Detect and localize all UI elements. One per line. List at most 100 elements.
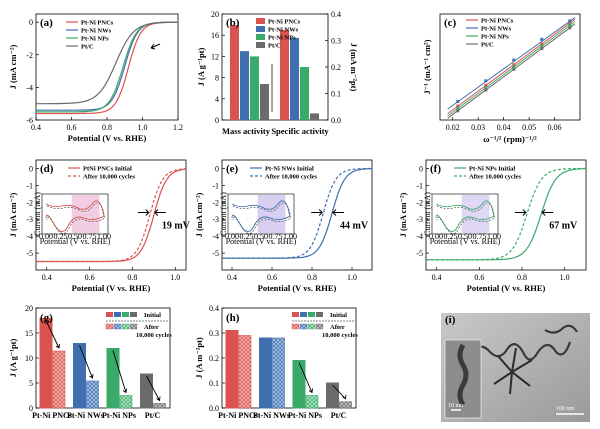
category-label-h: Pt-Ni PNCs: [218, 411, 258, 420]
legend-swatch-initial-g: [130, 312, 137, 317]
inset-tick-e: 0.25: [240, 232, 254, 241]
data-point-c-3: [512, 67, 516, 71]
inset-tick-e: 0.75: [269, 232, 283, 241]
inset-ylabel-d: Current (mA): [33, 192, 42, 236]
legend-label-after-h: After: [330, 324, 345, 331]
y-tick-label-e: -3: [212, 215, 219, 224]
legend-label-initial-h: Initial: [330, 312, 347, 319]
y-tick-label-a: 0: [29, 18, 33, 27]
x-tick-label-a: 0.4: [31, 123, 41, 132]
bar-initial-h-1: [259, 337, 272, 409]
y-tick-label-g: 5: [29, 379, 33, 388]
legend-label-f: Pt-Ni NPs Initial: [469, 166, 515, 173]
y-tick-label-f: -4: [416, 232, 423, 241]
x-tick-label-d: 0.6: [85, 273, 95, 282]
x-axis-label-e: Potential (V vs. RHE): [258, 283, 337, 293]
data-point-c-1: [456, 100, 460, 104]
decay-arrow-g-1: [79, 345, 94, 379]
inset-tick-e: 0.50: [254, 232, 268, 241]
y-tick-label-f: -1: [416, 181, 423, 190]
inset-xlabel-d: Potential (V vs. RHE): [40, 237, 111, 246]
legend-label-e: After 10,000 cycles: [265, 174, 318, 181]
plot-frame-c: [439, 13, 581, 121]
category-label-h: Pt-Ni NPs: [288, 411, 322, 420]
legend-label-c: Pt-Ni PNCs: [481, 18, 514, 25]
bar-after-g-2: [119, 395, 133, 409]
bar-specific-activity-0: [280, 29, 289, 120]
bar-initial-h-0: [225, 330, 239, 409]
y2-tick-label-b: 0.2: [331, 63, 341, 72]
legend-label-a: Pt/C: [81, 44, 94, 51]
legend-label-d: After 10,000 cycles: [83, 174, 136, 181]
legend-swatch-initial-g: [122, 312, 129, 317]
x-tick-label-c: 0.02: [446, 123, 460, 132]
y-tick-label-f: 0: [419, 164, 423, 173]
y-tick-label-b: 12: [211, 52, 219, 61]
y-axis-label-c: J⁻¹ (mA⁻¹ cm²): [422, 39, 432, 94]
x-tick-label-f: 0.4: [432, 273, 442, 282]
y-tick-label-f: -5: [416, 249, 423, 258]
y-tick-label-a: -2: [26, 51, 33, 60]
inset-ylabel-f: Current (mA): [423, 192, 432, 236]
legend-label-c: Pt/C: [481, 42, 494, 49]
y-tick-label-e: -2: [212, 198, 219, 207]
plot-frame-f: [425, 159, 587, 271]
y-axis-label-e: J (mA cm⁻²): [194, 192, 204, 237]
x-tick-label-c: 0.04: [497, 123, 511, 132]
arrow-a: [150, 43, 161, 50]
y-tick-label-d: -4: [26, 232, 33, 241]
y-tick-label-e: -4: [212, 232, 219, 241]
inset-tick-f: 0.25: [444, 232, 458, 241]
category-label-h: Pt/C: [331, 411, 347, 420]
bar-initial-g-3: [140, 373, 153, 409]
x-tick-label-c: 0.05: [522, 123, 536, 132]
bar-after-g-1: [86, 380, 99, 409]
inset-tick-e: 1.00: [283, 232, 297, 241]
bar-initial-h-3: [326, 382, 339, 409]
legend-swatch-initial-h: [316, 312, 323, 317]
data-point-c-0: [512, 63, 516, 67]
category-label-g: Pt-Ni NWs: [67, 411, 104, 420]
y-tick-label-e: 0: [215, 164, 219, 173]
y-tick-label-h: 0.1: [209, 379, 219, 388]
panel-label-h: (h): [226, 312, 240, 324]
shift-arrow-right-e: [332, 209, 344, 216]
legend-swatch-initial-h: [300, 312, 307, 317]
inset-cv-initial-d: [45, 200, 105, 232]
inset-cv-initial-e: [231, 200, 291, 232]
y-tick-label-e: -5: [212, 249, 219, 258]
inset-cv-after-e: [232, 202, 292, 234]
data-point-c-3: [484, 88, 488, 92]
decay-arrow-h-3: [332, 384, 347, 400]
inset-xlabel-f: Potential (V vs. RHE): [430, 237, 501, 246]
shift-arrow-left-f: [514, 209, 527, 216]
x-tick-label-f: 0.6: [474, 273, 484, 282]
y-tick-label-b: 16: [211, 31, 219, 40]
bar-mass-activity-0: [230, 25, 239, 121]
tem-inset-wire: [457, 343, 469, 407]
data-point-c-2: [512, 65, 516, 69]
panel-label-c: (c): [444, 17, 457, 29]
legend-swatch-initial-g: [114, 312, 121, 317]
panel-label-g: (g): [40, 312, 53, 324]
y-tick-label-d: -1: [26, 181, 33, 190]
series-line-d-1: [36, 168, 187, 263]
plot-frame-e: [221, 159, 373, 271]
data-point-c-0: [568, 21, 572, 25]
legend-label-f: After 10,000 cycles: [469, 174, 522, 181]
panel-label-a: (a): [40, 17, 53, 29]
legend-label-c: Pt-Ni NWs: [481, 26, 512, 33]
x-tick-label-d: 0.4: [42, 273, 52, 282]
shift-arrow-right-d: [154, 209, 166, 216]
panels: 0.4 0.6 0.8 1.0 1.2 0 -2 -4 -6 Potential (V vs. R…: [8, 10, 587, 420]
y-tick-label-h: 0.0: [209, 404, 219, 413]
y2-tick-label-b: 0.4: [331, 10, 341, 19]
x-tick-label-a: 1.0: [138, 123, 148, 132]
y-tick-label-g: 10: [25, 354, 33, 363]
y-tick-label-f: -3: [416, 215, 423, 224]
fit-line-c-1: [447, 17, 576, 110]
bar-after-h-0: [238, 335, 252, 409]
category-label-b: Specific activity: [271, 126, 329, 136]
legend-swatch-after-h: [315, 323, 324, 330]
